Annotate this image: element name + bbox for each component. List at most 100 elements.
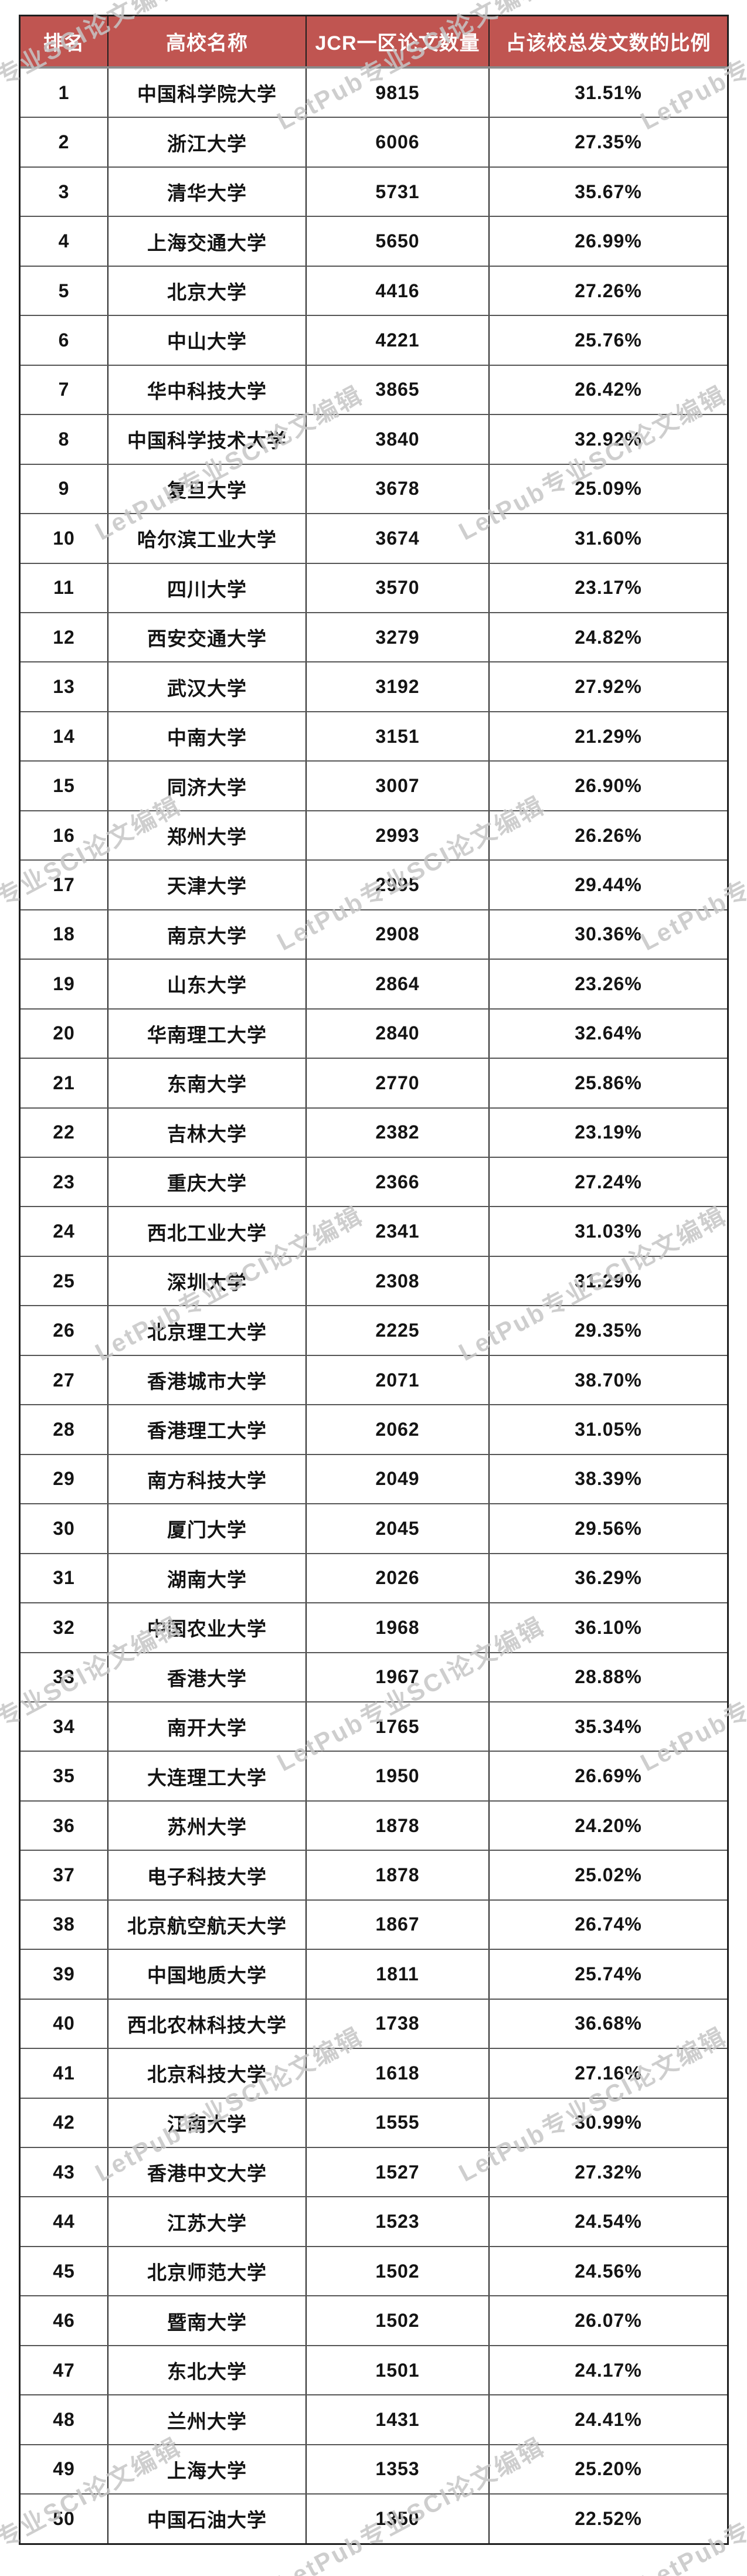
cell-name: 湖南大学 — [107, 1554, 305, 1603]
cell-name: 中山大学 — [107, 316, 305, 365]
cell-rank: 7 — [58, 379, 70, 400]
cell-rank: 50 — [53, 2507, 75, 2529]
table-row: 18 南京大学 2908 30.36% — [21, 909, 727, 959]
table-row: 7 华中科技大学 3865 26.42% — [21, 364, 727, 414]
cell-papers: 5731 — [305, 167, 488, 216]
cell-rank: 18 — [53, 923, 75, 945]
cell-ratio: 31.60% — [488, 514, 727, 563]
cell-ratio: 35.34% — [488, 1702, 727, 1751]
header-cell-papers: JCR一区论文数量 — [305, 16, 488, 66]
table-row: 24 西北工业大学 2341 31.03% — [21, 1206, 727, 1256]
cell-ratio: 32.64% — [488, 1009, 727, 1058]
cell-rank: 41 — [53, 2062, 75, 2084]
cell-ratio: 36.29% — [488, 1554, 727, 1603]
cell-ratio: 27.24% — [488, 1157, 727, 1207]
table-row: 47 东北大学 1501 24.17% — [21, 2344, 727, 2395]
cell-rank: 17 — [53, 874, 75, 895]
cell-ratio: 38.39% — [488, 1454, 727, 1504]
table-row: 39 中国地质大学 1811 25.74% — [21, 1949, 727, 1999]
cell-rank: 35 — [53, 1765, 75, 1787]
cell-papers: 2382 — [305, 1108, 488, 1157]
cell-name: 华中科技大学 — [107, 365, 305, 414]
table-row: 8 中国科学技术大学 3840 32.92% — [21, 414, 727, 464]
table-header-row: 排名 高校名称 JCR一区论文数量 占该校总发文数的比例 — [21, 16, 727, 69]
cell-papers: 2995 — [305, 861, 488, 909]
cell-papers: 1502 — [305, 2247, 488, 2296]
table-row: 38 北京航空航天大学 1867 26.74% — [21, 1899, 727, 1949]
cell-papers: 9815 — [305, 69, 488, 117]
table-row: 16 郑州大学 2993 26.26% — [21, 810, 727, 860]
cell-ratio: 24.20% — [488, 1801, 727, 1850]
cell-ratio: 31.51% — [488, 69, 727, 117]
cell-name: 武汉大学 — [107, 662, 305, 711]
cell-ratio: 26.69% — [488, 1752, 727, 1800]
cell-name: 中国地质大学 — [107, 1950, 305, 1999]
cell-rank: 13 — [53, 676, 75, 698]
cell-ratio: 32.92% — [488, 415, 727, 464]
cell-papers: 5650 — [305, 217, 488, 266]
cell-name: 中国石油大学 — [107, 2495, 305, 2543]
table-row: 14 中南大学 3151 21.29% — [21, 711, 727, 761]
table-row: 36 苏州大学 1878 24.20% — [21, 1800, 727, 1850]
cell-rank: 37 — [53, 1864, 75, 1886]
cell-papers: 3007 — [305, 762, 488, 810]
cell-ratio: 27.32% — [488, 2148, 727, 2197]
table-row: 6 中山大学 4221 25.76% — [21, 315, 727, 365]
cell-rank: 1 — [58, 81, 70, 103]
cell-papers: 2993 — [305, 811, 488, 860]
table-row: 34 南开大学 1765 35.34% — [21, 1701, 727, 1751]
cell-name: 重庆大学 — [107, 1157, 305, 1207]
table-row: 26 北京理工大学 2225 29.35% — [21, 1305, 727, 1355]
cell-ratio: 24.54% — [488, 2197, 727, 2246]
cell-ratio: 25.74% — [488, 1950, 727, 1999]
cell-name: 上海交通大学 — [107, 217, 305, 266]
table-row: 50 中国石油大学 1350 22.52% — [21, 2493, 727, 2543]
table-row: 43 香港中文大学 1527 27.32% — [21, 2147, 727, 2197]
cell-name: 南方科技大学 — [107, 1454, 305, 1504]
cell-papers: 1765 — [305, 1702, 488, 1751]
table-row: 42 江南大学 1555 30.99% — [21, 2097, 727, 2147]
cell-papers: 2308 — [305, 1256, 488, 1306]
cell-rank: 20 — [53, 1022, 75, 1044]
table-row: 33 香港大学 1967 28.88% — [21, 1651, 727, 1701]
cell-papers: 2908 — [305, 910, 488, 959]
cell-rank: 5 — [58, 280, 70, 301]
cell-name: 东南大学 — [107, 1059, 305, 1107]
cell-papers: 1738 — [305, 1999, 488, 2048]
cell-papers: 2045 — [305, 1504, 488, 1553]
cell-name: 北京师范大学 — [107, 2247, 305, 2296]
cell-name: 山东大学 — [107, 960, 305, 1008]
table-row: 37 电子科技大学 1878 25.02% — [21, 1850, 727, 1899]
cell-ratio: 27.92% — [488, 662, 727, 711]
cell-papers: 1878 — [305, 1851, 488, 1899]
cell-rank: 36 — [53, 1814, 75, 1836]
cell-papers: 1950 — [305, 1752, 488, 1800]
cell-rank: 49 — [53, 2458, 75, 2480]
cell-papers: 1523 — [305, 2197, 488, 2246]
cell-ratio: 26.90% — [488, 762, 727, 810]
cell-rank: 43 — [53, 2161, 75, 2183]
cell-name: 电子科技大学 — [107, 1851, 305, 1899]
cell-ratio: 25.20% — [488, 2445, 727, 2494]
cell-ratio: 31.05% — [488, 1405, 727, 1454]
cell-name: 清华大学 — [107, 167, 305, 216]
table-row: 19 山东大学 2864 23.26% — [21, 959, 727, 1008]
cell-name: 江南大学 — [107, 2098, 305, 2147]
cell-ratio: 25.09% — [488, 464, 727, 514]
cell-name: 东北大学 — [107, 2346, 305, 2395]
cell-name: 北京大学 — [107, 266, 305, 315]
cell-name: 暨南大学 — [107, 2296, 305, 2345]
table-row: 9 复旦大学 3678 25.09% — [21, 463, 727, 514]
table-row: 44 江苏大学 1523 24.54% — [21, 2196, 727, 2246]
table-row: 17 天津大学 2995 29.44% — [21, 859, 727, 909]
watermark-text: LetPub专业SCI论文编辑 — [0, 2022, 4, 2187]
cell-papers: 1618 — [305, 2049, 488, 2098]
table-row: 2 浙江大学 6006 27.35% — [21, 117, 727, 166]
watermark-text: LetPub专业SCI论文编辑 — [0, 1201, 4, 1367]
cell-ratio: 26.07% — [488, 2296, 727, 2345]
cell-ratio: 27.35% — [488, 118, 727, 166]
cell-name: 浙江大学 — [107, 118, 305, 166]
cell-ratio: 25.02% — [488, 1851, 727, 1899]
table-row: 31 湖南大学 2026 36.29% — [21, 1552, 727, 1603]
cell-papers: 3674 — [305, 514, 488, 563]
